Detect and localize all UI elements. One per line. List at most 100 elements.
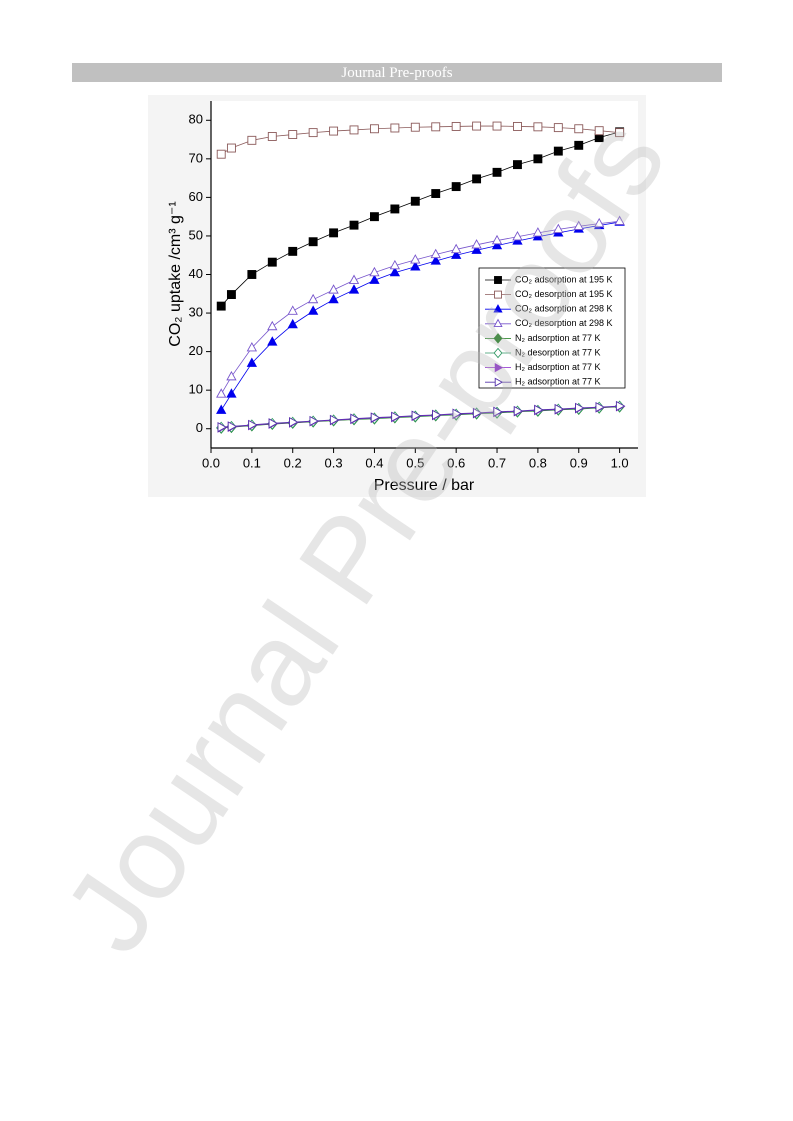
marker [574, 140, 584, 150]
marker [615, 400, 626, 412]
marker [226, 143, 236, 153]
marker [329, 126, 339, 136]
marker [410, 122, 420, 132]
marker [493, 318, 503, 328]
marker [533, 154, 543, 164]
marker [389, 266, 401, 277]
marker [350, 413, 360, 424]
marker [410, 254, 421, 264]
marker [216, 301, 226, 311]
marker [369, 212, 379, 222]
marker [491, 239, 503, 250]
marker [472, 174, 482, 184]
marker [288, 246, 298, 256]
marker [513, 160, 522, 170]
legend-label: H₂ adsorption at 77 K [515, 377, 601, 387]
x-tick-label: 0.3 [325, 455, 343, 470]
marker [267, 257, 277, 267]
marker [226, 370, 237, 381]
marker [216, 388, 227, 398]
marker [349, 125, 359, 135]
legend-label: CO₂ adsorption at 195 K [515, 274, 613, 284]
x-tick-label: 1.0 [611, 455, 629, 470]
marker [307, 293, 319, 304]
legend-label: CO₂ adsorption at 298 K [515, 304, 613, 314]
marker [512, 230, 523, 241]
legend-label: CO₂ desorption at 298 K [515, 318, 613, 328]
marker [471, 239, 482, 249]
x-tick-label: 0.5 [406, 455, 424, 470]
marker [533, 122, 543, 132]
marker [513, 405, 524, 417]
marker [287, 318, 298, 329]
marker [389, 259, 401, 270]
marker [493, 333, 503, 344]
marker [226, 290, 236, 299]
marker [553, 123, 563, 133]
marker [217, 422, 227, 433]
marker [328, 284, 339, 294]
marker [532, 227, 544, 237]
marker [472, 407, 483, 419]
legend-label: N₂ adsorption at 77 K [515, 333, 601, 343]
marker [493, 347, 503, 359]
marker [430, 248, 441, 259]
x-tick-label: 0.2 [284, 455, 302, 470]
marker [410, 261, 421, 271]
marker [287, 305, 298, 315]
y-tick-label: 60 [189, 189, 203, 204]
x-axis-label: Pressure / bar [374, 477, 475, 494]
header-bar [72, 63, 722, 82]
marker [246, 357, 258, 367]
marker [267, 320, 278, 331]
marker [491, 234, 503, 245]
marker [595, 401, 605, 413]
y-tick-label: 50 [189, 227, 203, 242]
marker [594, 126, 604, 136]
marker [390, 123, 400, 133]
marker [369, 266, 380, 277]
marker [268, 418, 279, 429]
y-tick-label: 70 [189, 150, 203, 165]
marker [247, 135, 257, 145]
marker [513, 121, 522, 131]
marker [391, 411, 401, 422]
marker [492, 167, 502, 177]
marker [411, 410, 422, 421]
marker [534, 404, 544, 415]
y-tick-label: 30 [189, 304, 203, 319]
x-tick-label: 0.9 [570, 455, 588, 470]
y-tick-label: 0 [196, 420, 203, 435]
marker [615, 128, 625, 138]
marker [452, 408, 462, 419]
legend-label: CO₂ desorption at 195 K [515, 289, 613, 299]
y-axis-label: CO₂ uptake /cm³ g⁻¹ [167, 201, 184, 346]
x-tick-label: 0.4 [365, 455, 383, 470]
marker [289, 417, 299, 428]
marker [370, 412, 381, 423]
y-tick-label: 80 [189, 112, 203, 127]
marker [553, 146, 563, 156]
marker [451, 249, 462, 259]
marker [553, 223, 564, 234]
marker [432, 409, 442, 421]
marker [348, 284, 360, 294]
marker [554, 403, 565, 415]
marker [349, 220, 359, 230]
marker [431, 122, 441, 132]
x-tick-label: 0.0 [202, 455, 220, 470]
x-tick-label: 0.8 [529, 455, 547, 470]
marker [216, 149, 226, 159]
marker [410, 196, 420, 206]
marker [451, 182, 461, 192]
marker [348, 274, 360, 284]
marker [246, 342, 258, 352]
marker [309, 415, 319, 427]
marker [308, 128, 318, 138]
marker [329, 228, 339, 238]
marker [430, 255, 441, 265]
marker [329, 414, 340, 426]
marker [451, 243, 462, 254]
marker [308, 237, 318, 247]
